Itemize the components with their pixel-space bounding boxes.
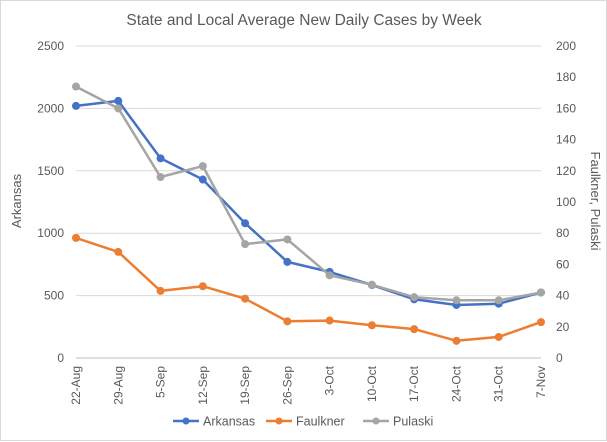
data-point-faulkner: [494, 332, 503, 341]
data-point-faulkner: [241, 294, 250, 303]
data-point-pulaski: [494, 296, 503, 305]
y-left-tick-label: 2000: [37, 101, 64, 115]
series: [72, 82, 545, 345]
y-right-tick-label: 100: [556, 195, 576, 209]
data-point-pulaski: [198, 162, 207, 171]
data-point-pulaski: [537, 288, 545, 297]
y-right-tick-label: 140: [556, 133, 576, 147]
y-left-tick-label: 1000: [37, 226, 64, 240]
legend-label-faulkner: Faulkner: [296, 415, 345, 429]
y-right-tick-label: 40: [556, 289, 570, 303]
x-tick-label: 12-Sep: [196, 366, 210, 405]
y-left-tick-label: 2500: [37, 39, 64, 53]
data-point-faulkner: [283, 317, 292, 326]
y-right-tick-label: 60: [556, 257, 570, 271]
data-point-faulkner: [367, 321, 376, 330]
y-right-tick-label: 120: [556, 164, 576, 178]
y-left-tick-label: 1500: [37, 164, 64, 178]
data-point-arkansas: [283, 257, 292, 266]
x-tick-label: 24-Oct: [449, 365, 463, 402]
legend-label-pulaski: Pulaski: [393, 415, 433, 429]
axes: 0 500 1000 1500 2000 2500 0 20 40 60 80 100 120 140 16…: [37, 39, 576, 405]
x-tick-label: 26-Sep: [280, 366, 294, 405]
x-tick-label: 17-Oct: [407, 365, 421, 402]
legend-marker-faulkner: [275, 417, 283, 425]
legend-label-arkansas: Arkansas: [203, 415, 255, 429]
data-point-faulkner: [72, 233, 80, 242]
data-point-pulaski: [410, 293, 419, 302]
data-point-faulkner: [452, 336, 461, 345]
x-tick-label: 31-Oct: [492, 365, 506, 402]
x-tick-label: 5-Sep: [154, 366, 168, 398]
x-tick-label: 22-Aug: [69, 366, 83, 405]
legend-marker-arkansas: [182, 417, 190, 425]
data-point-faulkner: [156, 286, 165, 295]
x-tick-label: 3-Oct: [323, 365, 337, 395]
data-point-arkansas: [114, 96, 123, 105]
data-point-arkansas: [156, 154, 165, 163]
data-point-pulaski: [156, 173, 165, 182]
y-right-tick-label: 80: [556, 226, 570, 240]
data-point-pulaski: [325, 271, 334, 280]
gridlines: [76, 45, 541, 297]
series-line-pulaski: [74, 85, 543, 302]
legend-marker-pulaski: [372, 417, 380, 425]
x-tick-label: 10-Oct: [365, 365, 379, 402]
data-point-arkansas: [241, 219, 250, 228]
data-point-pulaski: [72, 82, 80, 91]
data-point-arkansas: [72, 101, 80, 110]
data-point-faulkner: [325, 316, 334, 325]
y-axis-right-title: Faulkner, Pulaski: [588, 152, 603, 251]
series-line-arkansas: [74, 99, 543, 307]
data-point-faulkner: [410, 325, 419, 334]
y-right-tick-label: 200: [556, 39, 576, 53]
data-point-pulaski: [452, 296, 461, 305]
series-line-faulkner: [74, 236, 543, 343]
data-point-faulkner: [537, 318, 545, 327]
data-point-pulaski: [367, 280, 376, 289]
x-tick-label: 29-Aug: [111, 366, 125, 405]
data-point-arkansas: [198, 175, 207, 184]
y-left-tick-label: 500: [44, 289, 64, 303]
y-axis-left-title: Arkansas: [9, 173, 24, 228]
data-point-faulkner: [114, 247, 123, 256]
y-right-tick-label: 20: [556, 320, 570, 334]
data-point-pulaski: [114, 104, 123, 113]
y-right-tick-label: 160: [556, 101, 576, 115]
y-right-tick-label: 0: [556, 351, 563, 365]
chart-title: State and Local Average New Daily Cases …: [126, 12, 482, 29]
data-point-pulaski: [241, 240, 250, 249]
data-point-faulkner: [198, 282, 207, 291]
y-right-tick-label: 180: [556, 70, 576, 84]
y-left-tick-label: 0: [57, 351, 64, 365]
x-tick-label: 7-Nov: [534, 366, 548, 398]
data-point-pulaski: [283, 235, 292, 244]
x-tick-label: 19-Sep: [238, 366, 252, 405]
legend: Arkansas Faulkner Pulaski: [173, 415, 433, 429]
